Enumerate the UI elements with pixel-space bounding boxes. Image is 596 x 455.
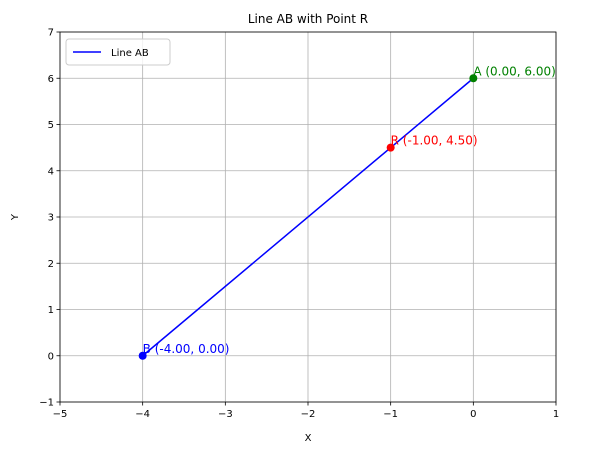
y-tick-label: 0 xyxy=(48,351,54,362)
y-tick-label: 6 xyxy=(48,74,54,85)
y-tick-label: 5 xyxy=(48,120,54,131)
point-label: B (-4.00, 0.00) xyxy=(143,342,230,356)
x-tick-label: 1 xyxy=(553,409,559,420)
x-axis-label: X xyxy=(305,433,312,444)
y-tick-label: 2 xyxy=(48,259,54,270)
legend: Line AB xyxy=(66,39,170,65)
x-tick-label: −1 xyxy=(383,409,398,420)
x-tick-label: −3 xyxy=(218,409,233,420)
point-label: R (-1.00, 4.50) xyxy=(391,134,478,148)
point-label: A (0.00, 6.00) xyxy=(473,64,555,78)
x-tick-label: 0 xyxy=(470,409,476,420)
x-tick-label: −4 xyxy=(135,409,150,420)
chart-title: Line AB with Point R xyxy=(248,12,368,26)
y-tick-label: −1 xyxy=(39,398,54,409)
x-tick-label: −2 xyxy=(301,409,316,420)
x-tick-label: −5 xyxy=(53,409,68,420)
y-tick-label: 4 xyxy=(48,166,54,177)
y-tick-label: 7 xyxy=(48,28,54,39)
points-layer: A (0.00, 6.00) B (-4.00, 0.00) R (-1.00, 4… xyxy=(139,64,556,360)
y-tick-label: 3 xyxy=(48,213,54,224)
y-axis-label: Y xyxy=(10,213,21,221)
legend-label: Line AB xyxy=(111,48,149,59)
y-tick-label: 1 xyxy=(48,305,54,316)
